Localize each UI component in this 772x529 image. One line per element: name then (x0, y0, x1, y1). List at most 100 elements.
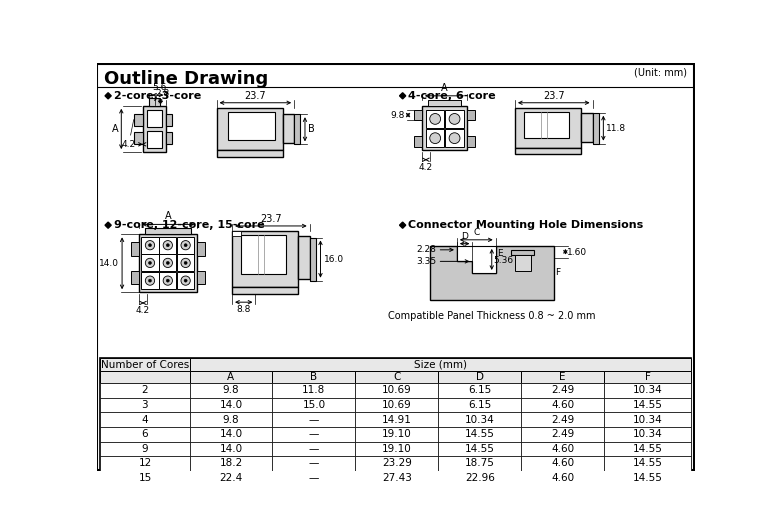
Circle shape (148, 244, 151, 247)
Polygon shape (430, 246, 554, 300)
Bar (149, 98, 160, 106)
Bar (604, 427, 691, 442)
Circle shape (148, 261, 151, 264)
Circle shape (163, 241, 172, 250)
Bar (232, 287, 298, 295)
Text: 10.34: 10.34 (632, 429, 662, 439)
Text: D: D (476, 372, 484, 382)
Text: D: D (461, 232, 468, 241)
Text: 14.0: 14.0 (219, 444, 242, 454)
Text: 4: 4 (141, 415, 148, 425)
Bar (159, 272, 176, 289)
Bar (438, 398, 521, 412)
Bar (189, 471, 273, 486)
Polygon shape (400, 93, 406, 99)
Text: Outline Drawing: Outline Drawing (104, 70, 269, 88)
Text: 27.43: 27.43 (382, 473, 411, 483)
Bar (515, 148, 581, 154)
Bar (100, 427, 189, 442)
Bar (604, 371, 691, 383)
Text: 4.2: 4.2 (136, 306, 150, 315)
Bar (511, 250, 534, 255)
Bar (177, 272, 194, 289)
Text: —: — (309, 473, 319, 483)
Text: 23.7: 23.7 (260, 214, 282, 224)
Bar (273, 412, 355, 427)
Polygon shape (400, 222, 406, 228)
Circle shape (163, 276, 172, 285)
Bar (159, 237, 176, 254)
Text: 23.7: 23.7 (245, 91, 266, 101)
Bar (438, 371, 521, 383)
Text: 2.49: 2.49 (551, 415, 574, 425)
Text: 16.0: 16.0 (323, 254, 344, 263)
Circle shape (166, 279, 169, 282)
Bar (445, 110, 464, 128)
Text: Size (mm): Size (mm) (414, 360, 467, 370)
Bar (131, 242, 139, 256)
Text: 10.69: 10.69 (382, 400, 411, 410)
Bar (515, 255, 530, 271)
Bar (604, 383, 691, 398)
Circle shape (430, 133, 441, 143)
Text: 14.55: 14.55 (632, 459, 662, 469)
Bar (355, 442, 438, 456)
Bar (524, 112, 569, 138)
Text: 2.28: 2.28 (416, 245, 436, 254)
Text: 6.15: 6.15 (468, 400, 491, 410)
Circle shape (430, 114, 441, 124)
Circle shape (184, 261, 187, 264)
Bar (438, 383, 521, 398)
Bar (521, 371, 604, 383)
Text: E: E (497, 249, 503, 258)
Bar (134, 132, 143, 144)
Bar (426, 110, 445, 128)
Text: 5.36: 5.36 (493, 257, 513, 266)
Bar (355, 371, 438, 383)
Circle shape (449, 133, 460, 143)
Bar (189, 371, 273, 383)
Text: 10.69: 10.69 (382, 385, 411, 395)
Bar (521, 412, 604, 427)
Bar (189, 398, 273, 412)
Bar (294, 114, 300, 144)
Bar (521, 471, 604, 486)
Bar (445, 129, 464, 148)
Text: 11.8: 11.8 (607, 124, 627, 133)
Text: C: C (393, 372, 401, 382)
Bar (100, 383, 189, 398)
Bar (100, 371, 189, 383)
Bar (604, 412, 691, 427)
Text: 14.55: 14.55 (632, 400, 662, 410)
Circle shape (145, 241, 154, 250)
Text: 18.75: 18.75 (465, 459, 495, 469)
Text: 23.29: 23.29 (382, 459, 411, 469)
Text: E: E (560, 372, 566, 382)
Bar (521, 427, 604, 442)
Bar (273, 471, 355, 486)
Circle shape (145, 258, 154, 268)
Bar (242, 235, 286, 273)
Bar (273, 442, 355, 456)
Bar (177, 237, 194, 254)
Text: A: A (228, 372, 235, 382)
Polygon shape (105, 93, 111, 99)
Bar (283, 114, 294, 143)
Text: 19.10: 19.10 (382, 444, 411, 454)
Text: 8.8: 8.8 (236, 305, 251, 314)
Bar (355, 427, 438, 442)
Circle shape (166, 244, 169, 247)
Text: 9.8: 9.8 (222, 385, 239, 395)
Bar (355, 412, 438, 427)
Bar (177, 254, 194, 271)
Bar (515, 108, 581, 148)
Text: —: — (309, 459, 319, 469)
Text: 2: 2 (141, 385, 148, 395)
Text: (Unit: mm): (Unit: mm) (634, 68, 687, 78)
Bar (198, 271, 205, 285)
Text: Connector Mounting Hole Dimensions: Connector Mounting Hole Dimensions (408, 220, 643, 230)
Bar (232, 231, 298, 287)
Text: 2.8: 2.8 (155, 89, 169, 98)
Bar (310, 238, 316, 280)
Text: F: F (555, 268, 560, 277)
